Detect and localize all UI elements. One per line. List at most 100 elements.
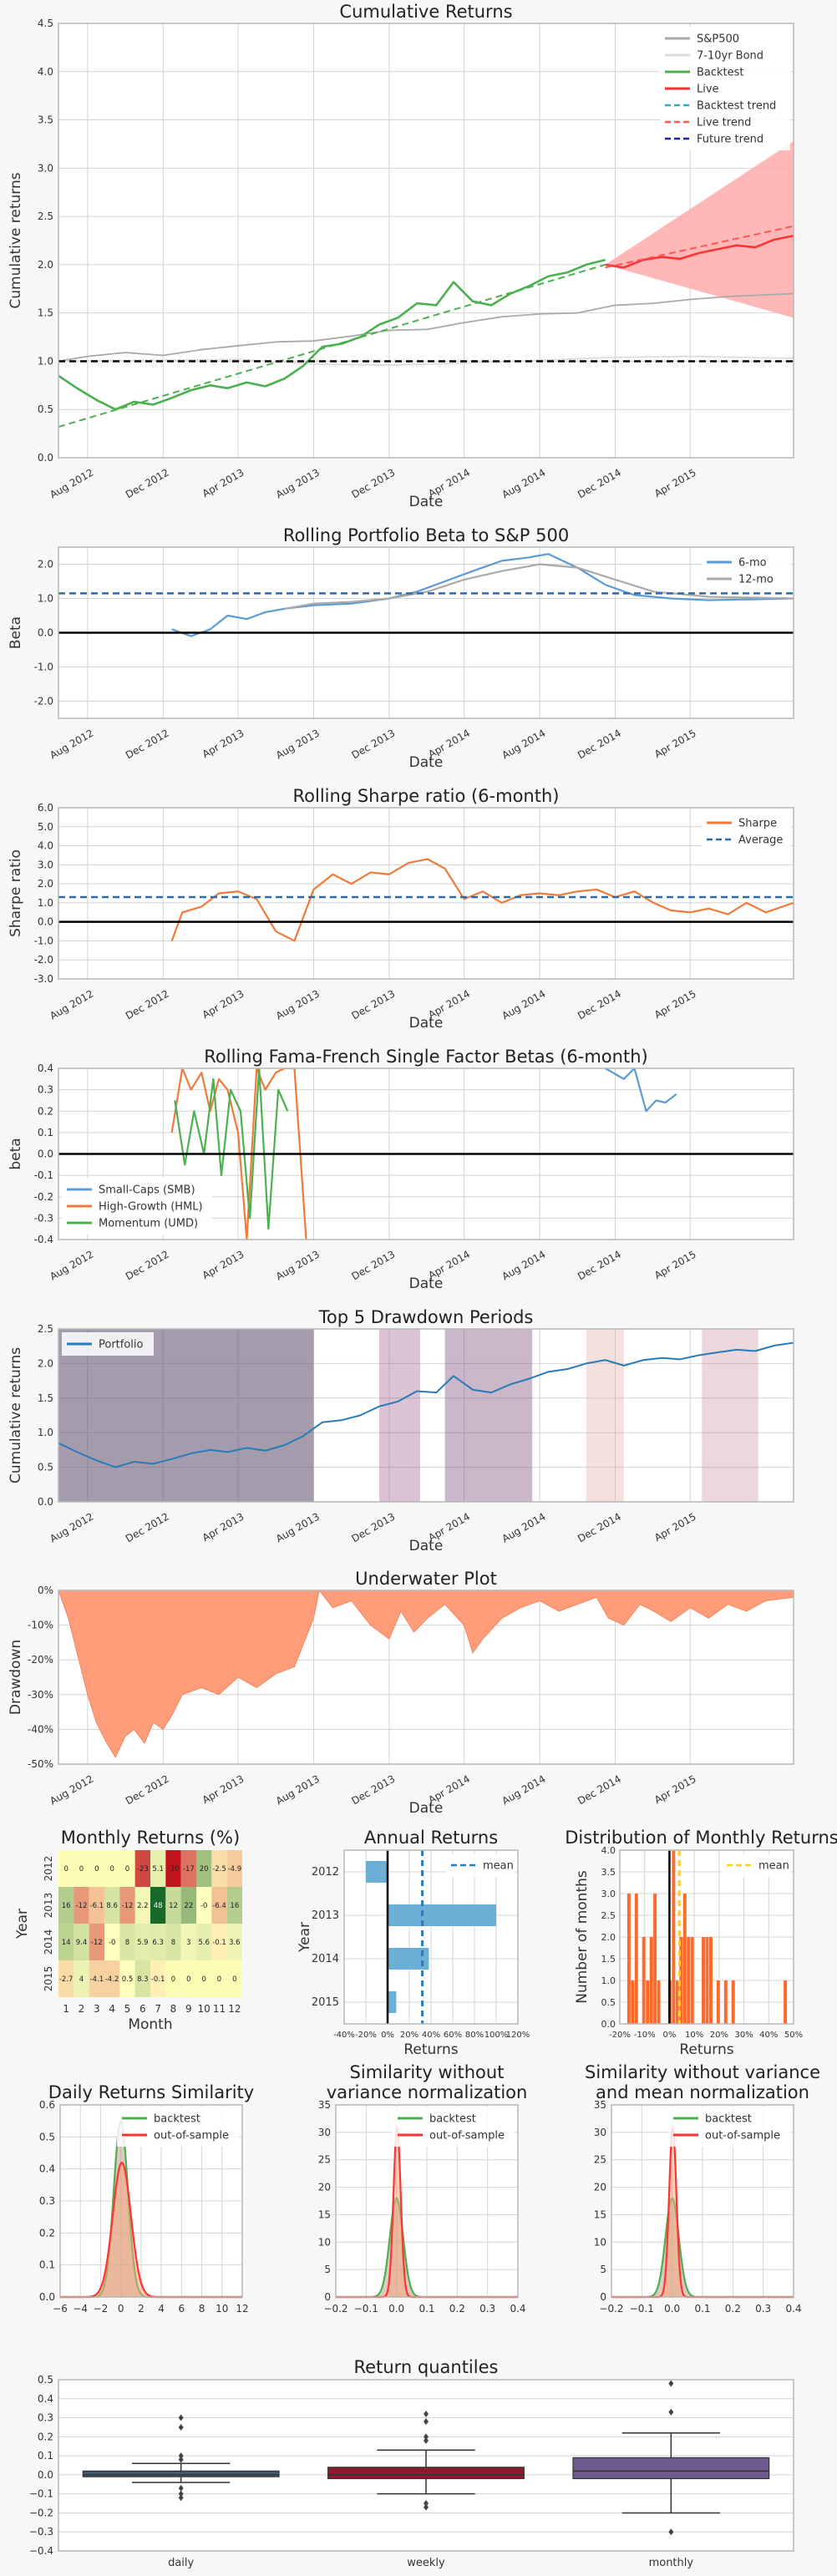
- sim2-xtick-label: 0.3: [479, 2303, 495, 2315]
- dd-xtick-label: Apr 2015: [652, 1510, 698, 1544]
- sim2-xtick-label: 0.2: [449, 2303, 465, 2315]
- annual-ylabel: Year: [297, 1922, 313, 1953]
- ff-xtick-label: Apr 2013: [200, 1248, 246, 1281]
- dist-xtick-label: 40%: [759, 2031, 778, 2040]
- quant-category-label: daily: [168, 2557, 194, 2569]
- monthly-cell-label: 0: [186, 1975, 190, 1984]
- annual-xlabel: Returns: [403, 2041, 458, 2058]
- ff-ytick-label: -0.1: [34, 1169, 53, 1181]
- sim2-ytick-label: 5: [324, 2264, 331, 2275]
- quant-ytick-label: −0.1: [29, 2488, 53, 2500]
- sim2-xtick-label: 0.1: [418, 2303, 434, 2315]
- ff-ytick-label: -0.2: [34, 1191, 53, 1203]
- sharpe-ytick-label: 4.0: [38, 840, 53, 852]
- sim1-xtick-label: 4: [158, 2303, 165, 2315]
- monthly-cell-label: 6.3: [152, 1939, 164, 1947]
- sim1-legend-label: backtest: [154, 2113, 200, 2126]
- monthly-cell-label: 0: [63, 1865, 68, 1874]
- ff-ytick-label: 0.1: [38, 1127, 53, 1138]
- ff-xtick-label: Aug 2014: [500, 1248, 547, 1282]
- monthly-col-label: 7: [155, 2003, 161, 2015]
- monthly-cell-label: 48: [154, 1902, 163, 1910]
- uw-xtick-label: Dec 2012: [124, 1772, 171, 1807]
- annual-xtick-label: 80%: [465, 2031, 484, 2040]
- beta-title: Rolling Portfolio Beta to S&P 500: [283, 525, 569, 545]
- dist-ytick-label: 1.0: [601, 1975, 616, 1986]
- monthly-cell-label: -2.7: [59, 1975, 74, 1984]
- monthly-cell-label: -0.1: [212, 1939, 226, 1947]
- annual-xtick-label: 60%: [444, 2031, 462, 2040]
- monthly-cell-label: 0: [109, 1865, 114, 1874]
- sim1-xtick-label: 12: [236, 2303, 248, 2315]
- beta-xtick-label: Dec 2012: [124, 727, 171, 761]
- beta-ytick-label: 1.0: [38, 593, 53, 605]
- sharpe-ytick-label: -1.0: [34, 935, 53, 946]
- monthly-row-label: 2012: [43, 1856, 54, 1882]
- monthly-row-label: 2015: [43, 1966, 54, 1992]
- dist-bar: [627, 1894, 631, 2024]
- sim3-ytick-label: 15: [594, 2208, 606, 2220]
- sim2-ytick-label: 25: [318, 2154, 331, 2166]
- ff-xtick-label: Dec 2014: [576, 1248, 623, 1282]
- ff-ytick-label: -0.4: [34, 1234, 53, 1245]
- cum-ytick-label: 0.0: [38, 452, 53, 464]
- sim3-ytick-label: 25: [594, 2154, 606, 2166]
- quant-ytick-label: 0.3: [38, 2412, 53, 2424]
- ff-xtick-label: Dec 2013: [350, 1248, 398, 1282]
- uw-ytick-label: -50%: [28, 1758, 53, 1770]
- uw-xtick-label: Aug 2013: [274, 1772, 322, 1807]
- monthly-cell-label: 0.5: [122, 1975, 134, 1984]
- sim1-ytick-label: 0.0: [39, 2291, 55, 2303]
- monthly-col-label: 12: [228, 2003, 241, 2015]
- annual-xtick-label: -40%: [333, 2031, 355, 2040]
- uw-xtick-label: Dec 2013: [350, 1772, 398, 1807]
- quant-ytick-label: 0.1: [38, 2450, 53, 2462]
- dist-xtick-label: -20%: [609, 2031, 631, 2040]
- monthly-cell-label: 0: [232, 1975, 236, 1984]
- cum-legend-label: Live: [697, 84, 719, 96]
- ff-ytick-label: 0.4: [38, 1062, 53, 1074]
- sim1-title: Daily Returns Similarity: [48, 2082, 254, 2102]
- sim3-xtick-label: 0.2: [725, 2303, 741, 2315]
- monthly-cell-label: 12: [169, 1902, 178, 1910]
- dd-xtick-label: Aug 2012: [48, 1510, 95, 1544]
- monthly-cell-label: -12: [76, 1902, 88, 1910]
- beta-legend-label: 6-mo: [738, 557, 767, 570]
- monthly-cell-label: -0.1: [151, 1975, 165, 1984]
- dist-bar: [635, 1894, 638, 2024]
- dist-xtick-label: 10%: [685, 2031, 703, 2040]
- sim2-legend-label: out-of-sample: [429, 2130, 505, 2142]
- sim2-xtick-label: 0.4: [510, 2303, 525, 2315]
- dist-ytick-label: 2.5: [601, 1910, 616, 1921]
- cum-ylabel: Cumulative returns: [8, 172, 24, 308]
- sim3-ytick-label: 0: [600, 2291, 606, 2303]
- sim3-xtick-label: 0.4: [785, 2303, 801, 2315]
- monthly-col-label: 11: [213, 2003, 226, 2015]
- monthly-cell-label: 8.6: [106, 1902, 118, 1910]
- dd-ylabel: Cumulative returns: [8, 1347, 24, 1483]
- sim2-xtick-label: −0.1: [354, 2303, 378, 2315]
- dd-drawdown-span: [702, 1329, 758, 1502]
- dist-bar: [657, 1980, 661, 2024]
- uw-xtick-label: Apr 2015: [652, 1772, 698, 1806]
- cum-xtick-label: Dec 2014: [576, 466, 623, 500]
- dist-bar: [702, 1937, 705, 2024]
- annual-bar: [388, 1904, 496, 1926]
- quant-category-label: weekly: [407, 2557, 445, 2569]
- cum-xtick-label: Apr 2013: [200, 466, 246, 499]
- quant-ytick-label: −0.2: [29, 2507, 53, 2518]
- dd-legend-label: Portfolio: [99, 1339, 144, 1351]
- dist-ytick-label: 1.5: [601, 1954, 616, 1965]
- monthly-cell-label: 16: [62, 1902, 71, 1910]
- dist-bar: [687, 1937, 690, 2024]
- beta-xtick-label: Apr 2013: [200, 727, 246, 760]
- uw-xlabel: Date: [409, 1800, 444, 1817]
- sharpe-ytick-label: 2.0: [38, 878, 53, 890]
- beta-ytick-label: -1.0: [34, 662, 53, 673]
- beta-xtick-label: Apr 2015: [652, 727, 698, 760]
